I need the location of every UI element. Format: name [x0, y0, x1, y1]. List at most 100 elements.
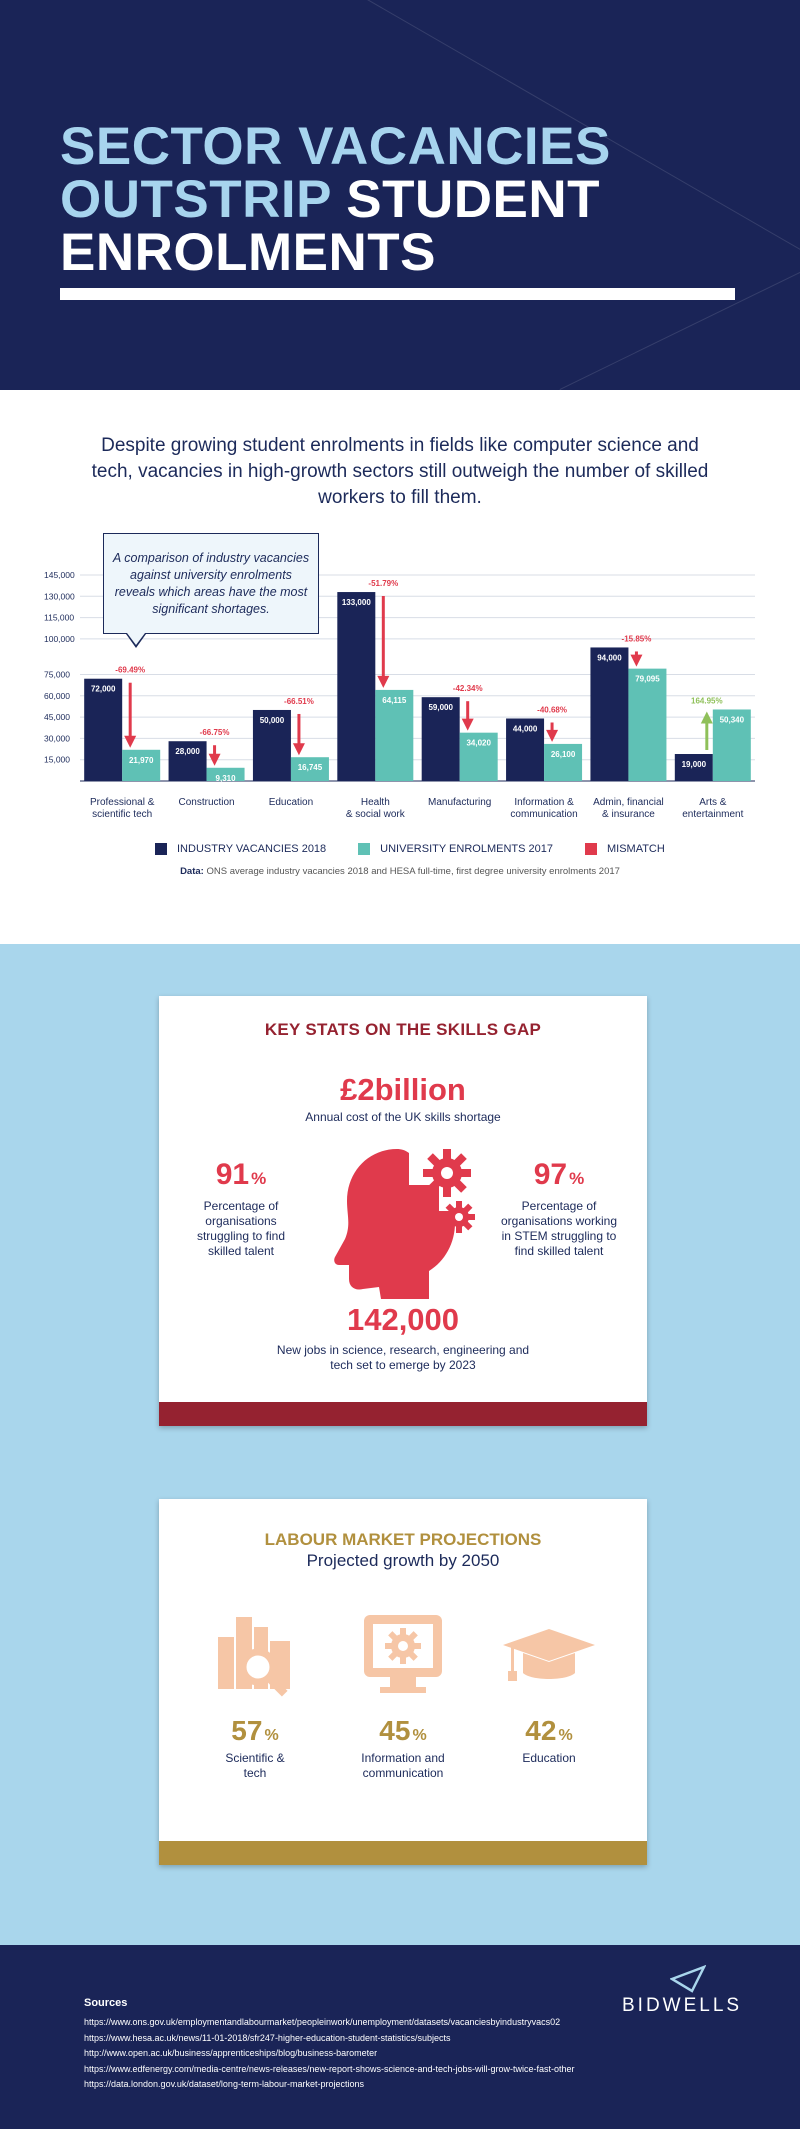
bar-value-label: 50,000 — [260, 716, 285, 725]
projection-value: 45% — [348, 1715, 458, 1747]
source-link[interactable]: http://www.open.ac.uk/business/apprentic… — [84, 2048, 378, 2058]
x-category-label: & social work — [346, 809, 406, 820]
source-link[interactable]: https://data.london.gov.uk/dataset/long-… — [84, 2079, 364, 2089]
stat-unit: % — [569, 1169, 585, 1188]
source-link[interactable]: https://www.edfenergy.com/media-centre/n… — [84, 2063, 575, 2074]
callout-tail-inner — [127, 633, 145, 645]
x-category-label: Education — [269, 797, 313, 808]
title-line-2a: OUTSTRIP — [60, 170, 347, 229]
legend-swatch-red — [584, 843, 597, 855]
value-unit: % — [264, 1727, 279, 1744]
y-tick-label: 100,000 — [44, 634, 75, 644]
mismatch-label: -42.34% — [453, 684, 483, 693]
footer: Sources https://www.ons.gov.uk/employmen… — [0, 1945, 800, 2129]
bar-value-label: 79,095 — [635, 675, 660, 684]
mismatch-arrowhead — [630, 654, 643, 667]
title-line-1: SECTOR VACANCIES — [60, 117, 611, 176]
bar-value-label: 59,000 — [428, 703, 453, 712]
bar-vacancies — [674, 754, 713, 781]
source-link[interactable]: https://www.hesa.ac.uk/news/11-01-2018/s… — [84, 2032, 451, 2043]
legend-label: INDUSTRY VACANCIES 2018 — [177, 843, 327, 855]
sources-list: https://www.ons.gov.uk/employmentandlabo… — [84, 2015, 575, 2093]
bar-enrolments — [628, 668, 667, 781]
projections-title: LABOUR MARKET PROJECTIONS — [264, 1530, 542, 1549]
head-gears-icon — [334, 1149, 475, 1299]
projection-label: Education — [522, 1751, 576, 1765]
chart-source-note: Data: ONS average industry vacancies 201… — [0, 866, 800, 877]
bar-enrolments — [712, 709, 751, 781]
bar-value-label: 9,310 — [216, 774, 237, 783]
value-number: 45 — [379, 1715, 411, 1746]
stat-97-label: Percentage of organisations working in S… — [500, 1199, 618, 1258]
mismatch-label: -40.68% — [537, 705, 567, 714]
bar-vacancies — [506, 718, 545, 781]
mismatch-label: 164.95% — [691, 696, 723, 705]
vacancies-vs-enrolments-chart: 15,000 30,000 45,000 60,000 75,000 100,000 115… — [44, 570, 755, 820]
bidwells-logo-icon — [670, 1965, 706, 1993]
x-category-label: Health — [361, 797, 390, 808]
chart-legend: INDUSTRY VACANCIES 2018 UNIVERSITY ENROL… — [155, 843, 675, 855]
bar-vacancies — [590, 647, 629, 781]
y-tick-label: 75,000 — [44, 669, 70, 679]
mismatch-label: -51.79% — [368, 579, 398, 588]
y-tick-label: 45,000 — [44, 712, 70, 722]
projection-value: 42% — [494, 1715, 604, 1747]
bar-enrolments — [206, 767, 245, 781]
header-banner: SECTOR VACANCIES OUTSTRIP STUDENT ENROLM… — [0, 0, 800, 390]
key-stats-title: KEY STATS ON THE SKILLS GAP — [264, 1020, 542, 1039]
projection-education: 42% Education — [494, 1611, 604, 1766]
x-category-label: Arts & — [699, 797, 727, 808]
legend-label: UNIVERSITY ENROLMENTS 2017 — [380, 843, 553, 855]
mismatch-label: -66.75% — [200, 728, 230, 737]
chart-callout: A comparison of industry vacancies again… — [103, 533, 319, 634]
y-tick-label: 115,000 — [44, 613, 74, 623]
title-underline — [60, 288, 735, 300]
bar-vacancies — [84, 678, 123, 781]
stat-91: 91% — [181, 1158, 301, 1192]
card-footer-bar — [159, 1402, 647, 1426]
key-stats-card: KEY STATS ON THE SKILLS GAP £2billion An… — [159, 996, 647, 1426]
cost-label: Annual cost of the UK skills shortage — [305, 1110, 501, 1124]
bar-enrolments — [375, 689, 414, 781]
bar-value-label: 94,000 — [597, 653, 622, 662]
bar-value-label: 26,100 — [551, 750, 576, 759]
value-number: 42 — [525, 1715, 557, 1746]
sources-block: Sources https://www.ons.gov.uk/employmen… — [84, 1997, 575, 2093]
bar-value-label: 50,340 — [720, 715, 745, 724]
y-tick-label: 30,000 — [44, 733, 70, 743]
mismatch-arrowhead — [700, 711, 713, 724]
value-unit: % — [558, 1727, 573, 1744]
legend-swatch-teal — [358, 843, 371, 855]
bar-vacancies — [252, 709, 291, 781]
x-category-label: Manufacturing — [428, 797, 491, 808]
title-line-3: ENROLMENTS — [60, 223, 436, 282]
legend-item-enrolments: UNIVERSITY ENROLMENTS 2017 — [358, 843, 553, 855]
bar-value-label: 34,020 — [466, 739, 491, 748]
y-tick-label: 130,000 — [44, 591, 75, 601]
legend-swatch-navy — [155, 843, 167, 855]
value-number: 57 — [231, 1715, 263, 1746]
bar-vacancies — [421, 697, 460, 781]
jobs-value: 142,000 — [346, 1302, 460, 1337]
mismatch-label: -69.49% — [115, 666, 145, 675]
y-tick-label: 15,000 — [44, 755, 70, 765]
projections-card: LABOUR MARKET PROJECTIONS Projected grow… — [159, 1499, 647, 1865]
x-category-label: Information & — [514, 797, 574, 808]
legend-label: MISMATCH — [606, 843, 665, 855]
x-category-label: Professional & — [90, 797, 155, 808]
value-unit: % — [412, 1727, 427, 1744]
page-title: SECTOR VACANCIES OUTSTRIP STUDENT ENROLM… — [60, 120, 760, 279]
bar-value-label: 44,000 — [513, 724, 538, 733]
chart-note-bold: Data: — [180, 866, 204, 877]
intro-text: Despite growing student enrolments in fi… — [91, 435, 709, 508]
bar-vacancies — [168, 741, 207, 781]
x-category-label: communication — [510, 809, 577, 820]
x-category-label: & insurance — [602, 809, 655, 820]
stat-unit: % — [251, 1169, 267, 1188]
x-category-label: scientific tech — [92, 809, 152, 820]
source-link[interactable]: https://www.ons.gov.uk/employmentandlabo… — [84, 2017, 561, 2027]
legend-item-mismatch: MISMATCH — [584, 843, 665, 855]
x-category-label: Admin, financial — [593, 797, 664, 808]
y-tick-label: 60,000 — [44, 691, 70, 701]
stat-value: 91 — [215, 1158, 250, 1191]
